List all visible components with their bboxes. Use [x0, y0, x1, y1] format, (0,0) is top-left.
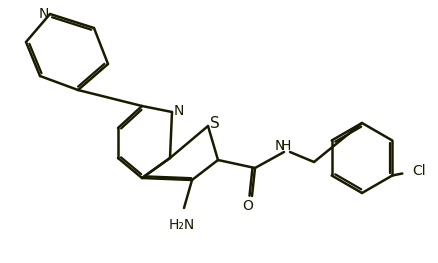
- Text: N: N: [39, 7, 49, 21]
- Text: S: S: [210, 117, 219, 132]
- Text: Cl: Cl: [411, 164, 425, 179]
- Text: O: O: [242, 199, 253, 213]
- Text: H₂N: H₂N: [169, 218, 194, 232]
- Text: H: H: [280, 139, 290, 153]
- Text: N: N: [274, 139, 285, 153]
- Text: N: N: [173, 104, 184, 118]
